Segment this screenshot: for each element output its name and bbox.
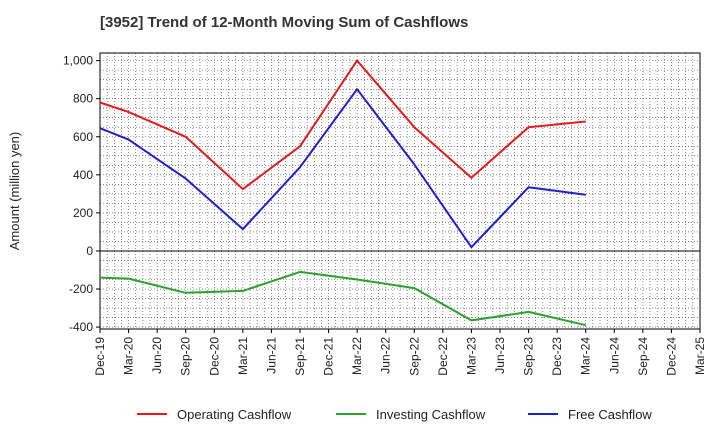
legend-label-operating-cashflow: Operating Cashflow [177,407,292,422]
x-tick-label: Sep-23 [522,337,536,376]
y-tick-label: 0 [86,244,93,258]
plot-frame [99,52,701,330]
x-tick-label: Jun-21 [264,337,278,374]
x-tick-label: Mar-24 [579,337,593,375]
x-tick-label: Dec-19 [93,337,107,376]
y-tick-label: 200 [73,206,93,220]
chart-title: [3952] Trend of 12-Month Moving Sum of C… [100,14,469,31]
x-tick-label: Mar-25 [693,337,707,375]
x-tick-label: Mar-21 [236,337,250,375]
x-tick-label: Mar-20 [122,337,136,375]
x-tick-label: Dec-20 [207,337,221,376]
x-tick-label: Jun-23 [493,337,507,374]
series-line-investing-cashflow [99,270,586,327]
x-tick-label: Dec-23 [550,337,564,376]
series-layer [99,59,586,327]
x-tick-label: Dec-21 [322,337,336,376]
y-tick-label: 800 [73,92,93,106]
legend-label-free-cashflow: Free Cashflow [568,407,652,422]
y-axis-label: Amount (million yen) [7,132,22,251]
x-tick-label: Jun-20 [150,337,164,374]
y-tick-label: 400 [73,168,93,182]
x-tick-label: Sep-20 [179,337,193,376]
y-tick-label: -400 [69,320,93,334]
series-line-free-cashflow [99,88,586,249]
x-tick-label: Sep-24 [636,337,650,376]
series-line-operating-cashflow [99,59,586,191]
x-tick-label: Sep-22 [407,337,421,376]
grid-layer [100,53,700,329]
x-tick-label: Dec-22 [436,337,450,376]
x-tick-label: Mar-23 [464,337,478,375]
x-tick-label: Jun-24 [607,337,621,374]
legend-layer: Operating Cashflow Investing Cashflow Free… [137,407,652,422]
x-tick-label: Dec-24 [664,337,678,376]
y-tick-label: 600 [73,130,93,144]
x-tick-label: Jun-22 [379,337,393,374]
x-tick-label: Mar-22 [350,337,364,375]
y-tick-label: 1,000 [63,54,93,68]
legend-label-investing-cashflow: Investing Cashflow [376,407,486,422]
axis-layer: -400 -200 0 200 400 600 800 1,000 Amount (millio… [7,52,707,376]
x-tick-label: Sep-21 [293,337,307,376]
y-tick-label: -200 [69,282,93,296]
